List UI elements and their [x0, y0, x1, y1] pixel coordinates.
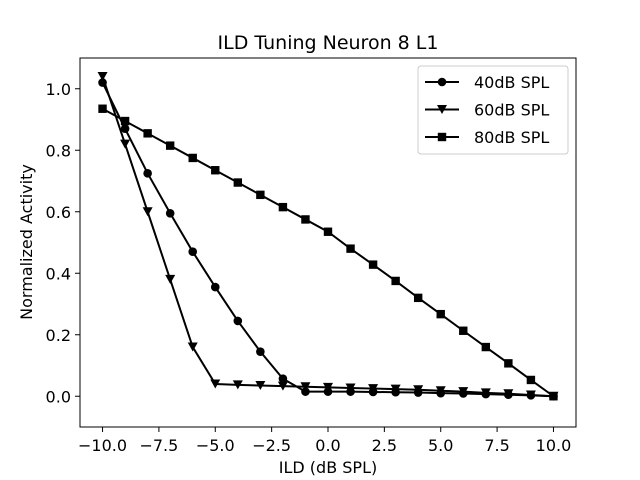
data-point-80db-spl — [413, 293, 423, 303]
data-point-80db-spl — [98, 104, 107, 113]
data-point-80db-spl — [459, 326, 468, 335]
data-point-40db-spl — [165, 208, 175, 218]
data-point-80db-spl — [526, 375, 536, 385]
x-tick-label: −10.0 — [78, 436, 127, 455]
data-point-40db-spl — [143, 169, 152, 178]
data-point-80db-spl — [256, 190, 265, 200]
data-point-80db-spl — [188, 153, 197, 163]
data-point-80db-spl — [436, 309, 445, 319]
data-point-80db-spl — [323, 227, 333, 236]
data-point-60db-spl — [210, 379, 221, 389]
data-point-60db-spl — [458, 387, 469, 397]
x-tick-label: 7.5 — [484, 436, 509, 455]
x-tick-label: −5.0 — [196, 436, 235, 455]
legend-marker-60db-spl — [437, 105, 447, 114]
legend-label-80db-spl: 80dB SPL — [474, 128, 549, 147]
data-point-60db-spl — [165, 274, 176, 284]
data-point-60db-spl — [277, 381, 288, 391]
data-point-60db-spl — [503, 389, 514, 399]
series-80db-spl — [98, 104, 558, 401]
data-point-80db-spl — [301, 215, 310, 224]
x-tick-label: 2.5 — [372, 436, 397, 455]
x-tick-label: −2.5 — [252, 436, 291, 455]
plot-area — [79, 57, 577, 428]
data-point-60db-spl — [525, 390, 536, 400]
legend-label-40db-spl: 40dB SPL — [474, 73, 549, 92]
data-point-40db-spl — [301, 387, 310, 396]
y-tick-label: 0.8 — [46, 141, 71, 160]
data-point-40db-spl — [210, 282, 220, 292]
data-point-40db-spl — [188, 247, 198, 257]
data-point-60db-spl — [187, 342, 198, 352]
data-point-60db-spl — [97, 71, 108, 81]
legend-marker-40db-spl — [437, 77, 447, 87]
series-layer — [97, 71, 559, 401]
x-axis-ticks: −10.0 −7.5 −5.0 −2.5 0.0 2.5 5.0 7.5 10.0 — [78, 427, 571, 455]
x-axis-label: ILD (dB SPL) — [279, 458, 377, 477]
y-tick-label: 0.2 — [46, 326, 71, 345]
y-tick-label: 0.6 — [46, 203, 71, 222]
y-tick-label: 0.0 — [46, 387, 71, 406]
data-point-60db-spl — [345, 383, 356, 393]
data-point-60db-spl — [255, 380, 266, 390]
data-point-60db-spl — [435, 386, 446, 396]
data-point-60db-spl — [390, 384, 401, 394]
data-point-60db-spl — [413, 385, 424, 395]
data-point-80db-spl — [120, 116, 130, 126]
data-point-40db-spl — [120, 124, 130, 134]
data-point-40db-spl — [278, 374, 288, 384]
y-tick-label: 1.0 — [46, 80, 71, 99]
data-point-80db-spl — [504, 359, 513, 368]
data-point-60db-spl — [232, 380, 243, 390]
data-point-80db-spl — [368, 260, 378, 269]
data-point-80db-spl — [143, 129, 152, 138]
data-point-60db-spl — [300, 382, 311, 392]
legend-frame — [417, 65, 569, 155]
y-axis-label: Normalized Activity — [17, 164, 36, 320]
data-point-80db-spl — [211, 166, 220, 175]
data-point-60db-spl — [323, 382, 333, 392]
series-60db-spl — [97, 71, 559, 401]
data-point-80db-spl — [233, 178, 243, 187]
data-point-40db-spl — [256, 347, 265, 356]
x-tick-label: 0.0 — [315, 436, 340, 455]
data-point-80db-spl — [391, 276, 400, 286]
legend-label-60db-spl: 60dB SPL — [474, 101, 549, 120]
data-point-80db-spl — [481, 342, 491, 352]
data-point-80db-spl — [278, 202, 288, 212]
x-tick-label: −7.5 — [139, 436, 178, 455]
data-point-80db-spl — [346, 244, 355, 253]
y-tick-label: 0.4 — [46, 264, 71, 283]
y-axis-ticks: 0.0 0.2 0.4 0.6 0.8 1.0 — [46, 80, 80, 406]
data-point-60db-spl — [120, 139, 131, 149]
legend: 40dB SPL 60dB SPL 80dB SPL — [417, 65, 569, 155]
data-point-60db-spl — [142, 207, 153, 217]
legend-marker-80db-spl — [437, 132, 447, 142]
x-tick-label: 10.0 — [536, 436, 572, 455]
data-point-80db-spl — [165, 141, 175, 150]
chart-title: ILD Tuning Neuron 8 L1 — [218, 32, 439, 54]
data-point-40db-spl — [233, 316, 243, 326]
data-point-60db-spl — [368, 384, 379, 394]
data-point-60db-spl — [480, 388, 491, 398]
data-point-80db-spl — [549, 392, 558, 401]
x-tick-label: 5.0 — [428, 436, 453, 455]
